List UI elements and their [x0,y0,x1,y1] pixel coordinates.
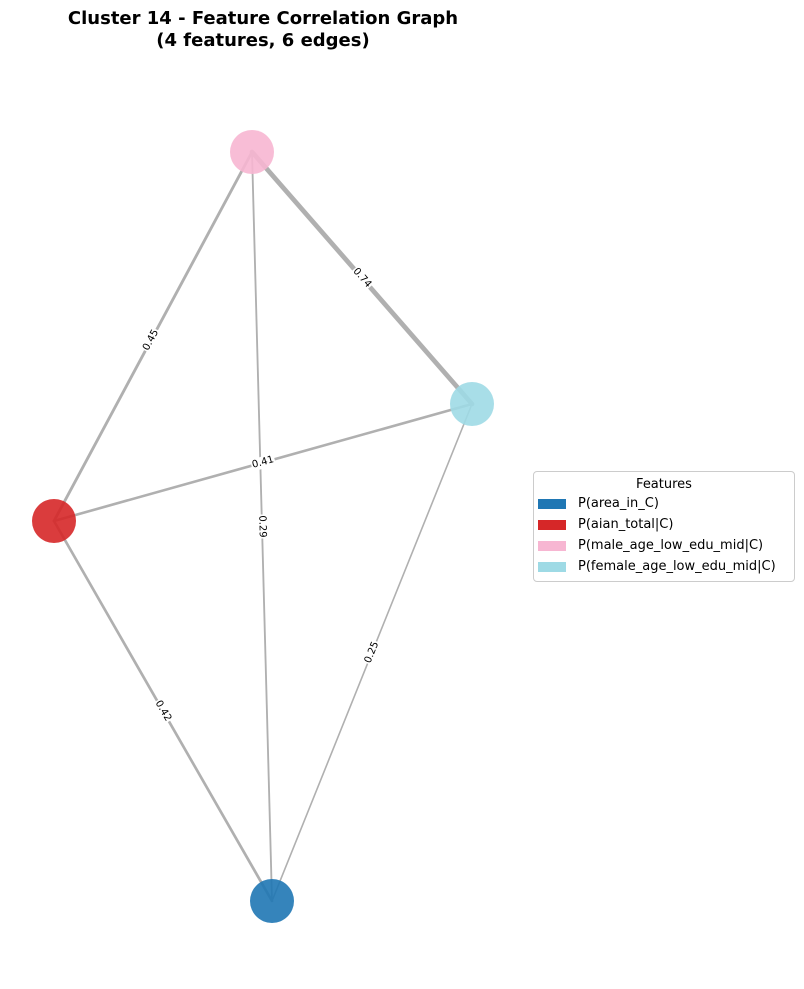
chart-title: Cluster 14 - Feature Correlation Graph (… [0,8,526,52]
edge-label-group: 0.25 [361,639,383,666]
node-female_age_low_edu_mid [450,382,494,426]
node-male_age_low_edu_mid [230,130,274,174]
legend-item-male-age-low-edu-mid: P(male_age_low_edu_mid|C) [534,535,794,556]
edge-label-background [140,326,162,354]
legend-swatch [538,561,566,572]
edge-label-group: 0.29 [255,514,269,539]
legend-item-female-age-low-edu-mid: P(female_age_low_edu_mid|C) [534,556,794,577]
legend-swatch [538,498,566,509]
legend-swatch [538,540,566,551]
legend-item-area-in-c: P(area_in_C) [534,493,794,514]
title-line-2: (4 features, 6 edges) [156,30,370,51]
legend-label: P(male_age_low_edu_mid|C) [578,538,764,553]
edge-label-group: 0.42 [151,697,175,725]
edge-label-group: 0.45 [140,326,162,354]
edge-label-background [361,639,383,666]
nodes-layer [32,130,494,923]
legend-swatch [538,519,566,530]
edge-label-background [151,697,175,725]
legend-label: P(female_age_low_edu_mid|C) [578,559,776,574]
edge-label: 0.29 [256,515,268,538]
edge-label-background [255,514,269,539]
edge-label-group: 0.41 [249,453,277,472]
edge-label-background [349,265,375,291]
legend-item-aian-total: P(aian_total|C) [534,514,794,535]
legend-title: Features [636,477,692,492]
edge-label: 0.25 [363,640,382,665]
node-aian_total [32,499,76,543]
node-area_in_C [250,879,294,923]
title-line-1: Cluster 14 - Feature Correlation Graph [67,8,459,29]
legend-label: P(area_in_C) [578,496,659,511]
legend-label: P(aian_total|C) [578,517,674,532]
legend: Features P(area_in_C) P(aian_total|C) P(… [533,471,795,582]
edge-label: 0.45 [141,328,161,353]
edge-label: 0.42 [153,699,174,724]
edge-label-background [249,453,277,472]
